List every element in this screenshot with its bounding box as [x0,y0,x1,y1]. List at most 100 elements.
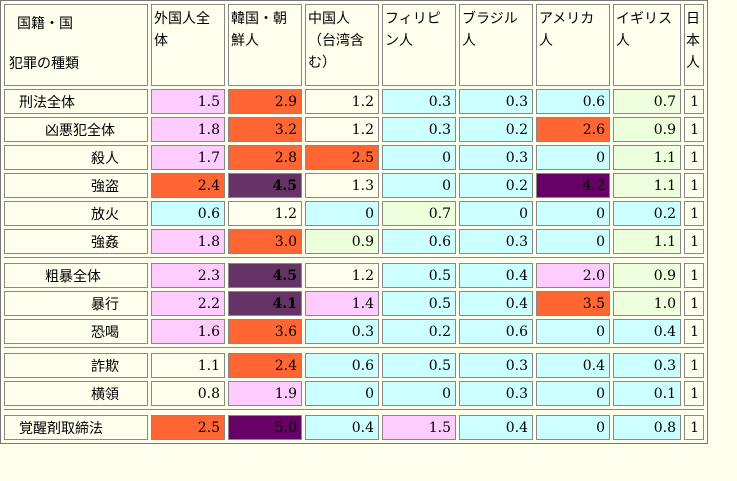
ratio-cell: 3.0 [228,229,302,254]
ratio-cell: 0.8 [613,415,681,440]
ratio-cell: 0.6 [151,201,225,226]
crime-type-label: 凶悪犯全体 [45,122,115,139]
ratio-cell: 0.4 [305,415,379,440]
ratio-cell: 1.3 [305,173,379,198]
ratio-cell: 2.6 [536,117,610,142]
corner-crime-type-label: 犯罪の種類 [9,56,79,72]
ratio-cell: 0.1 [613,381,681,406]
ratio-cell: 1 [684,291,704,316]
ratio-cell: 0 [536,201,610,226]
ratio-cell: 0.3 [459,381,533,406]
ratio-cell: 0.4 [536,353,610,378]
ratio-cell: 0.3 [382,117,456,142]
crime-type-cell: 粗暴全体 [4,263,148,288]
ratio-cell: 3.2 [228,117,302,142]
ratio-cell: 1.5 [382,415,456,440]
ratio-cell: 1.1 [613,145,681,170]
ratio-cell: 2.3 [151,263,225,288]
corner-nationality-label: 国籍・国 [17,16,73,32]
ratio-cell: 1.1 [613,229,681,254]
column-header-japanese: 日本人 [684,4,704,86]
crime-type-label: 強盗 [91,178,119,195]
ratio-cell: 0.7 [613,89,681,114]
group-separator [4,347,704,350]
table-row: 粗暴全体 2.3 4.5 1.2 0.5 0.4 2.0 0.9 1 [4,263,704,288]
crime-type-label: 強姦 [91,234,119,251]
column-header-american: アメリカ人 [536,4,610,86]
ratio-cell: 0.3 [613,353,681,378]
group-separator [4,257,704,260]
ratio-cell: 1.0 [613,291,681,316]
ratio-cell: 0 [536,381,610,406]
ratio-cell: 4.2 [536,173,610,198]
ratio-cell: 5.0 [228,415,302,440]
ratio-cell: 0.6 [382,229,456,254]
table-row: 覚醒剤取締法 2.5 5.0 0.4 1.5 0.4 0 0.8 1 [4,415,704,440]
ratio-cell: 1.2 [305,263,379,288]
ratio-cell: 2.9 [228,89,302,114]
crime-type-label: 殺人 [91,150,119,167]
table-row: 強姦 1.8 3.0 0.9 0.6 0.3 0 1.1 1 [4,229,704,254]
ratio-cell: 0.4 [459,415,533,440]
ratio-cell: 0.6 [305,353,379,378]
ratio-cell: 1 [684,319,704,344]
crime-type-label: 横領 [91,386,119,403]
ratio-cell: 4.5 [228,173,302,198]
crime-type-cell: 暴行 [4,291,148,316]
crime-type-cell: 刑法全体 [4,89,148,114]
ratio-cell: 1 [684,117,704,142]
ratio-cell: 0.3 [459,89,533,114]
ratio-cell: 1.1 [613,173,681,198]
ratio-cell: 0.5 [382,291,456,316]
ratio-cell: 0.5 [382,263,456,288]
column-header-all-foreigners: 外国人全体 [151,4,225,86]
group-separator [4,409,704,412]
ratio-cell: 0.4 [613,319,681,344]
table-row: 強盗 2.4 4.5 1.3 0 0.2 4.2 1.1 1 [4,173,704,198]
ratio-cell: 3.5 [536,291,610,316]
column-header-chinese: 中国人（台湾含む） [305,4,379,86]
table-row: 殺人 1.7 2.8 2.5 0 0.3 0 1.1 1 [4,145,704,170]
ratio-cell: 1.1 [151,353,225,378]
crime-type-cell: 覚醒剤取締法 [4,415,148,440]
table-row: 放火 0.6 1.2 0 0.7 0 0 0.2 1 [4,201,704,226]
ratio-cell: 0 [305,381,379,406]
ratio-cell: 1.9 [228,381,302,406]
ratio-cell: 1 [684,415,704,440]
table-row: 暴行 2.2 4.1 1.4 0.5 0.4 3.5 1.0 1 [4,291,704,316]
header-row: 国籍・国 犯罪の種類 外国人全体 韓国・朝鮮人 中国人（台湾含む） フィリピン人… [4,4,704,86]
ratio-cell: 0.8 [151,381,225,406]
ratio-cell: 0.3 [305,319,379,344]
ratio-cell: 1.6 [151,319,225,344]
ratio-cell: 0 [536,229,610,254]
ratio-cell: 1.2 [305,89,379,114]
ratio-cell: 0.3 [459,353,533,378]
ratio-cell: 0 [536,415,610,440]
ratio-cell: 1 [684,145,704,170]
ratio-cell: 3.6 [228,319,302,344]
ratio-cell: 2.8 [228,145,302,170]
ratio-cell: 2.5 [151,415,225,440]
ratio-cell: 0.2 [613,201,681,226]
column-header-brazilian: ブラジル人 [459,4,533,86]
crime-type-cell: 横領 [4,381,148,406]
ratio-cell: 2.4 [151,173,225,198]
crime-type-label: 覚醒剤取締法 [19,420,103,437]
ratio-cell: 0 [382,145,456,170]
ratio-cell: 1.5 [151,89,225,114]
table-row: 詐欺 1.1 2.4 0.6 0.5 0.3 0.4 0.3 1 [4,353,704,378]
crime-type-label: 刑法全体 [19,94,75,111]
ratio-cell: 4.1 [228,291,302,316]
ratio-cell: 0.9 [305,229,379,254]
ratio-cell: 2.5 [305,145,379,170]
ratio-cell: 0 [536,319,610,344]
ratio-cell: 1.4 [305,291,379,316]
crime-type-label: 粗暴全体 [45,268,101,285]
ratio-cell: 1.8 [151,117,225,142]
ratio-cell: 1.2 [305,117,379,142]
ratio-cell: 1.8 [151,229,225,254]
crime-type-label: 放火 [91,206,119,223]
table-body: 刑法全体 1.5 2.9 1.2 0.3 0.3 0.6 0.7 1 凶悪犯全体 1.8 3.2 1.2… [4,89,704,440]
crime-type-cell: 詐欺 [4,353,148,378]
ratio-cell: 0.4 [459,263,533,288]
